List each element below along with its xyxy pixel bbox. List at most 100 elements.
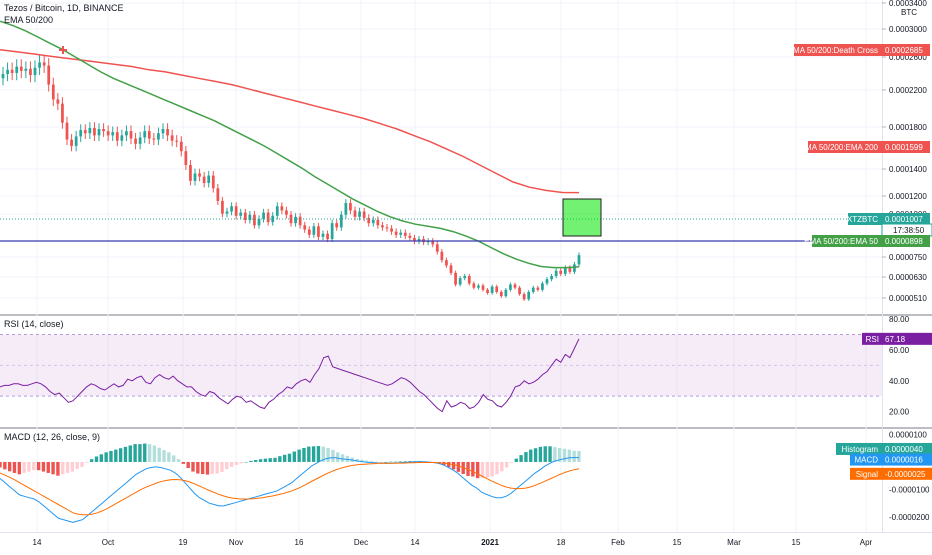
candle-body: [440, 251, 444, 261]
candle-body: [152, 138, 156, 140]
candle-body: [554, 270, 558, 277]
macd-histogram-bar: [118, 448, 123, 462]
axis-badges: EMA 50/200:Death Cross 0.0002685 EMA 50/20…: [788, 44, 932, 480]
macd-histogram-bar: [3, 461, 7, 470]
rsi-pane: [0, 334, 882, 413]
macd-histogram-bar: [302, 447, 306, 462]
macd-histogram-bar: [548, 446, 552, 462]
candle-body: [253, 214, 256, 226]
macd-histogram-bar: [46, 461, 50, 473]
candle-body: [115, 132, 119, 141]
time-tick-label: 18: [557, 538, 566, 547]
candle-body: [70, 139, 73, 146]
macd-histogram-bar: [123, 446, 128, 462]
macd-histogram-bar: [456, 461, 461, 472]
macd-histogram-bar: [114, 449, 118, 462]
macd-badge-bg: [850, 467, 932, 480]
candle-body: [106, 131, 110, 136]
macd-histogram-bar: [27, 461, 31, 472]
macd-histogram-bar: [577, 450, 581, 462]
candle-body: [321, 233, 325, 237]
candle-body: [234, 206, 238, 216]
candle-body: [294, 216, 297, 224]
macd-histogram-bar: [210, 461, 214, 475]
chart-title: Tezos / Bitcoin, 1D, BINANCE: [4, 3, 124, 13]
candle-body: [344, 203, 348, 215]
candle-body: [467, 276, 471, 284]
price-tick-label: 0.0001800: [889, 123, 927, 132]
candle-body: [335, 223, 339, 228]
ema50-badge-bg: [812, 235, 930, 247]
candle-body: [179, 141, 183, 152]
rsi-tick-label: 60.00: [889, 346, 910, 355]
death-cross-badge-label: EMA 50/200:Death Cross: [788, 46, 878, 55]
macd-badge-label: MACD: [854, 456, 878, 465]
time-tick-label: 19: [179, 538, 188, 547]
candle-body: [262, 212, 265, 219]
candle-body: [349, 203, 352, 211]
candle-body: [88, 127, 92, 134]
candle-body: [358, 211, 361, 217]
macd-histogram-bar: [278, 456, 282, 462]
macd-pane: [0, 443, 581, 523]
candle-body: [275, 206, 279, 216]
candle-body: [504, 289, 508, 297]
macd-histogram-bar: [215, 461, 219, 474]
candle-body: [541, 283, 544, 290]
candle-body: [435, 244, 439, 252]
candle-body: [522, 294, 526, 300]
candle-body: [577, 255, 581, 265]
macd-histogram-bar: [225, 461, 229, 470]
rsi-tick-label: 40.00: [889, 377, 910, 386]
macd-histogram-bar: [196, 461, 200, 474]
candle-body: [47, 65, 51, 85]
candle-body: [24, 68, 28, 71]
candle-body: [417, 239, 421, 242]
macd-histogram-bar: [138, 444, 142, 462]
candle-body: [257, 218, 261, 226]
candle-body: [166, 129, 169, 136]
price-pane: [0, 20, 581, 301]
macd-histogram-bar: [403, 461, 407, 462]
indicator-legend-rsi[interactable]: RSI (14, close): [4, 319, 64, 329]
macd-histogram-bar: [340, 454, 345, 462]
time-tick-label: Mar: [727, 538, 741, 547]
candle-body: [477, 285, 480, 288]
symbol-badge-value: 0.0001007: [885, 215, 923, 224]
macd-histogram-bar: [152, 445, 157, 462]
macd-histogram-bar: [205, 461, 210, 475]
candle-body: [74, 136, 78, 146]
candle-body: [367, 217, 371, 224]
macd-histogram-bar: [12, 461, 17, 473]
candle-body: [426, 241, 430, 243]
macd-tick-label: -0.0000200: [889, 513, 930, 522]
macd-histogram-bar: [365, 460, 369, 462]
macd-histogram-bar: [167, 452, 171, 462]
macd-histogram-bar: [485, 461, 490, 478]
indicator-legend-macd[interactable]: MACD (12, 26, close, 9): [4, 432, 101, 442]
candle-body: [559, 270, 563, 274]
candle-body: [573, 264, 576, 272]
candle-body: [207, 175, 211, 183]
macd-histogram-bar: [360, 459, 364, 462]
macd-histogram-bar: [94, 456, 99, 462]
rsi-line: [0, 338, 580, 413]
macd-histogram-bar: [374, 461, 379, 463]
macd-histogram-bar: [287, 453, 292, 462]
price-tick-label: 0.0000510: [889, 294, 927, 303]
macd-histogram-bar: [36, 461, 41, 471]
macd-histogram-bar: [99, 454, 104, 462]
macd-histogram-bar: [181, 461, 186, 464]
macd-histogram-bar: [490, 461, 494, 477]
candle-body: [312, 226, 316, 235]
macd-histogram-bar: [254, 460, 258, 462]
macd-histogram-bar: [504, 461, 509, 468]
time-tick-label: Oct: [102, 538, 115, 547]
indicator-legend-ema[interactable]: EMA 50/200: [4, 15, 54, 25]
macd-histogram-bar: [51, 461, 55, 475]
candle-body: [83, 130, 87, 134]
candle-body: [513, 284, 517, 288]
candle-body: [33, 67, 37, 76]
candle-body: [29, 68, 32, 76]
